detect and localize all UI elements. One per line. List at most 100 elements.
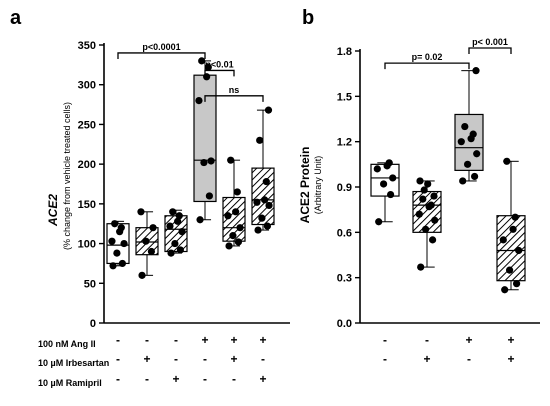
panel-a-ytick-label: 350 (78, 40, 96, 52)
data-point (234, 238, 242, 246)
data-point (205, 192, 213, 200)
panel-b-ytick-label: 0.9 (337, 182, 352, 194)
data-point (429, 236, 437, 244)
panel-b-ylabel-sub: (Arbitrary Unit) (313, 156, 323, 215)
significance-bracket: p<0.01 (204, 59, 235, 77)
condition-sign: - (425, 333, 429, 347)
condition-sign: - (116, 372, 120, 386)
condition-sign: - (383, 352, 387, 366)
data-point (515, 246, 523, 255)
panel-label-a: a (10, 7, 22, 29)
data-point (457, 138, 465, 146)
condition-sign: - (145, 372, 149, 386)
bracket-label: p= 0.02 (412, 52, 443, 62)
panel-a-box-5 (222, 156, 246, 250)
condition-sign: + (172, 372, 179, 386)
data-point (166, 222, 174, 230)
panel-label-b: b (302, 7, 314, 29)
data-point (264, 106, 273, 114)
data-point (464, 160, 472, 168)
condition-sign: + (259, 372, 266, 386)
bracket-line (117, 52, 206, 59)
panel-a-ytick-label: 300 (78, 80, 96, 92)
data-point (420, 186, 428, 194)
data-point (108, 237, 116, 245)
data-point (167, 249, 175, 257)
condition-sign: - (145, 333, 149, 347)
data-point (142, 237, 150, 245)
data-point (503, 157, 511, 165)
condition-sign: - (174, 333, 178, 347)
condition-sign: + (230, 333, 237, 347)
condition-sign: - (116, 333, 120, 347)
panel-a-box-4 (193, 57, 217, 224)
panel-a-box-3 (164, 208, 188, 257)
data-point (178, 228, 186, 236)
panel-a-conditions: - - - + + + - + - - + - - - + - - + (116, 333, 267, 386)
data-point (511, 213, 519, 221)
significance-bracket: ns (204, 85, 264, 102)
data-point (232, 208, 240, 216)
condition-sign: - (116, 352, 120, 366)
panel-a-ylabel: ACE2 (46, 194, 60, 227)
data-point (261, 196, 269, 204)
condition-sign: - (203, 352, 207, 366)
condition-sign: - (383, 333, 387, 347)
data-point (373, 165, 381, 173)
data-point (198, 57, 206, 65)
data-point (207, 157, 215, 165)
data-point (203, 73, 211, 81)
data-point (431, 216, 439, 224)
data-point (117, 224, 125, 232)
box-iqr (193, 74, 217, 203)
data-point (196, 216, 204, 224)
data-point (233, 188, 241, 196)
data-point (137, 208, 145, 216)
data-point (229, 232, 237, 240)
data-point (258, 214, 266, 222)
data-point (389, 174, 397, 182)
data-point (118, 259, 126, 268)
panel-a-ytick-label: 50 (84, 278, 96, 290)
data-point (171, 239, 179, 248)
panel-a-box-6 (251, 106, 275, 234)
condition-sign: - (467, 352, 471, 366)
condition-sign: + (143, 352, 150, 366)
data-point (380, 180, 388, 188)
panel-b-conditions: - - + + - + - + (383, 333, 515, 366)
data-point (459, 177, 467, 185)
data-point (471, 172, 479, 181)
panel-b-ytick-label: 0.6 (337, 227, 352, 239)
data-point (509, 225, 517, 233)
significance-bracket: p< 0.001 (468, 37, 512, 54)
data-point (424, 180, 432, 188)
panel-a-ytick-label: 0 (90, 318, 96, 330)
data-point (472, 67, 480, 75)
panel-b-box-4 (496, 157, 526, 294)
data-point (109, 262, 117, 270)
data-point (227, 156, 235, 164)
data-point (427, 201, 435, 209)
bracket-label: p<0.0001 (142, 42, 180, 52)
condition-sign: + (507, 333, 514, 347)
panel-a-box-2 (135, 208, 159, 279)
data-point (262, 178, 270, 186)
bracket-line (204, 69, 235, 77)
data-point (147, 247, 155, 256)
bracket-label: ns (229, 85, 240, 95)
significance-bracket: p<0.0001 (117, 42, 206, 59)
significance-bracket: p= 0.02 (384, 52, 470, 70)
condition-sign: - (261, 352, 265, 366)
data-point (387, 190, 395, 199)
condition-sign: - (174, 352, 178, 366)
data-point (149, 224, 157, 232)
panel-a-ytick-label: 150 (78, 199, 96, 211)
data-point (120, 239, 128, 248)
data-point (254, 226, 262, 234)
data-point (169, 208, 177, 216)
data-point (113, 249, 121, 257)
bracket-line (204, 95, 264, 102)
data-point (111, 220, 119, 228)
